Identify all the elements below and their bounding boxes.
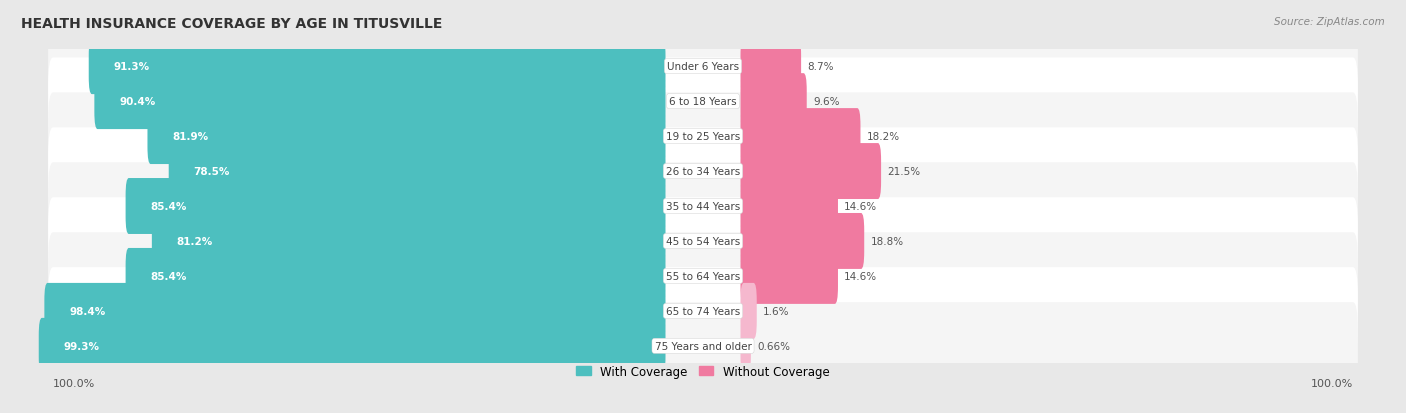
- FancyBboxPatch shape: [125, 248, 665, 304]
- Text: 0.66%: 0.66%: [756, 341, 790, 351]
- Text: 85.4%: 85.4%: [150, 202, 187, 211]
- FancyBboxPatch shape: [48, 128, 1358, 215]
- Text: 9.6%: 9.6%: [813, 97, 839, 107]
- Text: 35 to 44 Years: 35 to 44 Years: [666, 202, 740, 211]
- Text: 100.0%: 100.0%: [53, 377, 96, 388]
- FancyBboxPatch shape: [89, 39, 665, 95]
- FancyBboxPatch shape: [48, 163, 1358, 250]
- Text: 8.7%: 8.7%: [807, 62, 834, 72]
- FancyBboxPatch shape: [48, 302, 1358, 389]
- Text: 6 to 18 Years: 6 to 18 Years: [669, 97, 737, 107]
- Text: 91.3%: 91.3%: [114, 62, 150, 72]
- Text: 100.0%: 100.0%: [1310, 377, 1353, 388]
- Text: 90.4%: 90.4%: [120, 97, 156, 107]
- FancyBboxPatch shape: [48, 93, 1358, 180]
- Text: 14.6%: 14.6%: [844, 202, 877, 211]
- FancyBboxPatch shape: [741, 109, 860, 165]
- FancyBboxPatch shape: [169, 144, 665, 199]
- Text: 65 to 74 Years: 65 to 74 Years: [666, 306, 740, 316]
- FancyBboxPatch shape: [48, 198, 1358, 285]
- Text: HEALTH INSURANCE COVERAGE BY AGE IN TITUSVILLE: HEALTH INSURANCE COVERAGE BY AGE IN TITU…: [21, 17, 443, 31]
- FancyBboxPatch shape: [48, 268, 1358, 355]
- FancyBboxPatch shape: [741, 248, 838, 304]
- FancyBboxPatch shape: [148, 109, 665, 165]
- FancyBboxPatch shape: [94, 74, 665, 130]
- FancyBboxPatch shape: [48, 24, 1358, 111]
- FancyBboxPatch shape: [152, 214, 665, 269]
- FancyBboxPatch shape: [48, 233, 1358, 320]
- Text: 21.5%: 21.5%: [887, 166, 921, 177]
- FancyBboxPatch shape: [741, 283, 756, 339]
- Text: 85.4%: 85.4%: [150, 271, 187, 281]
- Text: 19 to 25 Years: 19 to 25 Years: [666, 132, 740, 142]
- FancyBboxPatch shape: [125, 178, 665, 235]
- Text: 14.6%: 14.6%: [844, 271, 877, 281]
- Text: 75 Years and older: 75 Years and older: [655, 341, 751, 351]
- Text: 26 to 34 Years: 26 to 34 Years: [666, 166, 740, 177]
- FancyBboxPatch shape: [741, 74, 807, 130]
- FancyBboxPatch shape: [48, 58, 1358, 145]
- FancyBboxPatch shape: [45, 283, 665, 339]
- Text: 78.5%: 78.5%: [194, 166, 231, 177]
- FancyBboxPatch shape: [741, 144, 882, 199]
- Text: 18.8%: 18.8%: [870, 236, 904, 247]
- Text: Source: ZipAtlas.com: Source: ZipAtlas.com: [1274, 17, 1385, 26]
- Text: 98.4%: 98.4%: [69, 306, 105, 316]
- Text: 81.2%: 81.2%: [177, 236, 214, 247]
- FancyBboxPatch shape: [741, 214, 865, 269]
- FancyBboxPatch shape: [39, 318, 665, 374]
- Text: 55 to 64 Years: 55 to 64 Years: [666, 271, 740, 281]
- FancyBboxPatch shape: [741, 318, 751, 374]
- Text: 18.2%: 18.2%: [866, 132, 900, 142]
- Text: 45 to 54 Years: 45 to 54 Years: [666, 236, 740, 247]
- Text: 81.9%: 81.9%: [173, 132, 208, 142]
- Text: 99.3%: 99.3%: [63, 341, 100, 351]
- Text: 1.6%: 1.6%: [763, 306, 790, 316]
- Legend: With Coverage, Without Coverage: With Coverage, Without Coverage: [572, 360, 834, 383]
- FancyBboxPatch shape: [741, 39, 801, 95]
- FancyBboxPatch shape: [741, 178, 838, 235]
- Text: Under 6 Years: Under 6 Years: [666, 62, 740, 72]
